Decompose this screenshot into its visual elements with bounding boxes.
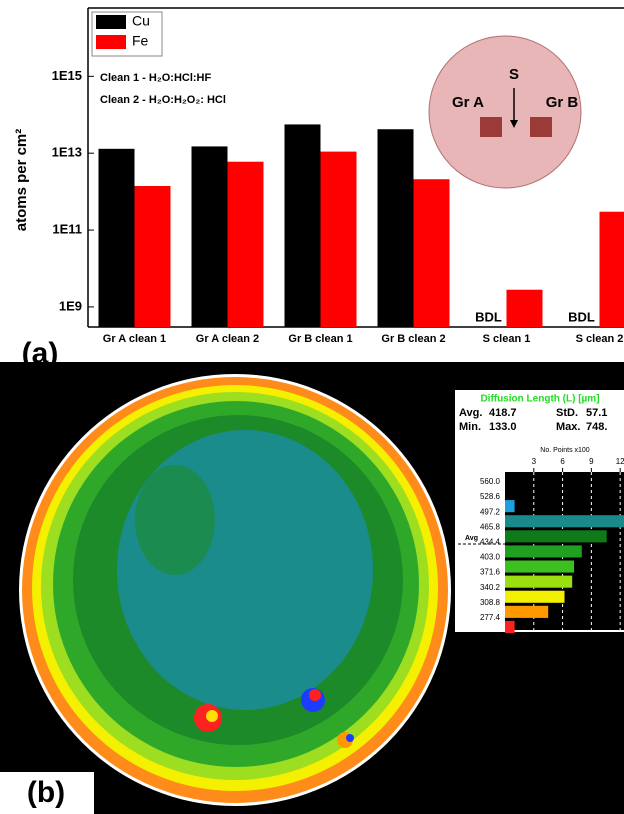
annotation: Clean 2 - H₂O:H₂O₂: HCl <box>100 94 226 106</box>
x-tick-label: S clean 1 <box>483 333 531 345</box>
panel-label: (b) <box>27 776 65 809</box>
y-tick-label: 1E15 <box>52 68 82 83</box>
bar <box>505 590 565 603</box>
stat-label: Avg. <box>459 407 482 419</box>
inset-label: Gr A <box>452 94 484 111</box>
bar <box>505 575 573 588</box>
x-tick-label: 12 <box>616 457 624 466</box>
stat-value: 418.7 <box>489 407 517 419</box>
bar <box>320 151 357 327</box>
y-tick-label: 1E9 <box>59 298 82 313</box>
wafer-patch <box>135 465 215 575</box>
y-tick-label: 497.2 <box>480 507 501 516</box>
y-tick-label: 371.6 <box>480 568 501 577</box>
wafer-center <box>117 430 373 710</box>
y-tick-label: 1E11 <box>52 221 82 236</box>
inset-sample <box>480 117 502 137</box>
hotspot <box>309 689 321 701</box>
x-tick-label: Gr B clean 1 <box>288 333 352 345</box>
bar <box>505 545 582 558</box>
inset-label: S <box>509 66 519 83</box>
bar <box>506 289 543 327</box>
x-tick-label: Gr A clean 2 <box>196 333 259 345</box>
x-tick-label: Gr A clean 1 <box>103 333 166 345</box>
bar <box>134 186 171 327</box>
bar <box>284 124 321 327</box>
x-tick-label: 9 <box>589 457 594 466</box>
histogram-title: Diffusion Length (L) [µm] <box>480 394 599 405</box>
bar <box>227 161 264 327</box>
y-tick-label: 528.6 <box>480 492 501 501</box>
bar <box>191 146 228 327</box>
stat-label: Max. <box>556 421 580 433</box>
avg-marker: Avg <box>465 535 478 542</box>
y-tick-label: 340.2 <box>480 583 501 592</box>
y-tick-label: 465.8 <box>480 522 501 531</box>
panel-label-box <box>0 772 94 814</box>
stat-value: 133.0 <box>489 421 517 433</box>
stat-value: 57.1 <box>586 407 607 419</box>
value-label: BDL <box>475 309 502 324</box>
inset-sample <box>530 117 552 137</box>
bar <box>505 620 515 633</box>
legend-label: Cu <box>132 13 150 29</box>
stat-value: 748. <box>586 421 607 433</box>
hotspot <box>206 710 218 722</box>
hotspot <box>346 734 354 742</box>
y-tick-label: 434.4 <box>480 538 501 547</box>
x-axis-label: No. Points x100 <box>540 447 590 454</box>
bar <box>413 179 450 327</box>
y-axis-label: atoms per cm² <box>13 129 30 232</box>
bar <box>505 530 607 543</box>
bar <box>505 515 624 528</box>
legend-label: Fe <box>132 33 149 49</box>
y-tick-label: 1E13 <box>52 145 82 160</box>
legend-swatch <box>96 15 126 29</box>
bar <box>505 500 515 513</box>
inset-arrowhead <box>510 120 518 128</box>
bar <box>599 211 624 327</box>
inset-wafer <box>428 35 582 189</box>
bar <box>377 129 414 327</box>
stat-label: Min. <box>459 421 481 433</box>
y-tick-label: 403.0 <box>480 553 501 562</box>
y-tick-label: 560.0 <box>480 477 501 486</box>
bar <box>505 605 549 618</box>
x-tick-label: 3 <box>532 457 537 466</box>
stat-label: StD. <box>556 407 578 419</box>
legend-swatch <box>96 35 126 49</box>
wafer-map <box>19 374 451 806</box>
panel-label: (a) <box>22 337 59 370</box>
x-tick-label: S clean 2 <box>576 333 624 345</box>
y-tick-label: 308.8 <box>480 598 501 607</box>
inset-diagram: S Gr A Gr B <box>428 35 582 189</box>
x-tick-label: Gr B clean 2 <box>381 333 445 345</box>
value-label: BDL <box>568 309 595 324</box>
inset-label: Gr B <box>546 94 579 111</box>
x-tick-label: 6 <box>560 457 565 466</box>
y-tick-label: 277.4 <box>480 613 501 622</box>
annotation: Clean 1 - H₂O:HCl:HF <box>100 72 212 84</box>
bar <box>98 148 135 327</box>
bar <box>505 560 575 573</box>
